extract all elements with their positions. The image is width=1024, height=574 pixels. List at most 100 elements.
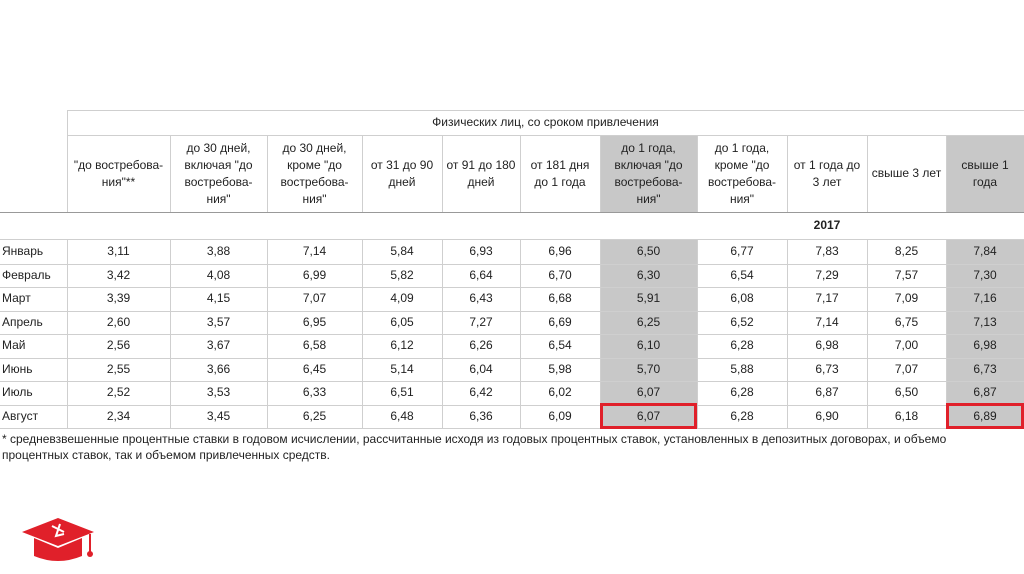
column-rule [67,110,68,212]
cell-value: 6,51 [390,385,414,400]
cell-value: 6,99 [302,267,327,282]
column-rule [697,135,698,212]
cell-value: 3,11 [107,244,130,259]
cell-value: 6,33 [302,385,327,400]
cell-value: 7,13 [973,314,997,329]
highlight-box [946,402,1024,429]
cell-value: 6,09 [548,408,572,423]
column-rule [442,135,443,212]
cell-value: 6,02 [548,385,572,400]
cell-value: 2,55 [106,361,131,376]
row-rule [0,334,1024,335]
cell-value: 6,77 [730,244,754,259]
cell-value: 6,95 [302,314,327,329]
row-rule [0,381,1024,382]
column-rule [362,239,363,428]
cell-value: 7,27 [469,314,493,329]
row-rule [0,310,1024,312]
cell-value: 3,67 [206,338,231,353]
rule [0,212,1024,213]
cell-value: 6,25 [302,408,327,423]
cell-value: 7,17 [815,291,839,306]
logo [22,518,94,561]
cell-value: 6,90 [815,408,839,423]
cell-value: 6,96 [548,244,572,259]
cell-value: 3,42 [106,267,131,282]
column-rule [867,135,868,212]
cell-value: 5,98 [548,361,572,376]
column-rule [267,135,268,212]
cell-value: 4,09 [390,291,414,306]
cell-value: 5,70 [636,361,661,376]
cell-value: 7,09 [894,291,919,306]
cell-value: 6,69 [548,314,572,329]
cell-value: 7,29 [815,267,839,282]
footnote: * средневзвешенные процентные ставки в г… [2,432,947,446]
cell-value: 5,88 [730,361,754,376]
cell-value: 7,07 [302,291,327,306]
cell-value: 3,53 [206,385,231,400]
cell-value: 7,14 [815,314,839,329]
cell-value: 3,39 [106,291,131,306]
cell-value: 5,91 [636,291,661,306]
column-header: от 1 года до 3 лет [793,157,861,189]
cell-value: 3,57 [206,314,231,329]
cell-value: 6,89 [973,408,997,423]
column-rule [520,135,521,212]
cell-value: 6,28 [730,408,754,423]
column-rule [697,239,698,428]
column-header: свыше 3 лет [871,166,942,180]
column-header: до 1 года, кроме "до востребова-ния" [707,140,777,206]
cell-value: 6,98 [973,338,997,353]
column-rule [946,239,947,428]
column-rule [520,239,521,428]
cell-value: 6,18 [894,408,919,423]
cell-value: 6,50 [636,244,661,259]
cell-value: 6,04 [469,361,493,376]
row-rule [0,404,1024,406]
cell-value: 6,50 [894,385,919,400]
cell-value: 6,87 [815,385,839,400]
column-rule [67,239,68,428]
cell-value: 8,25 [894,244,919,259]
row-label: Февраль [2,267,51,282]
cell-value: 3,88 [206,244,231,259]
column-rule [787,135,788,212]
column-rule [600,135,601,212]
cell-value: 6,28 [730,338,754,353]
cell-value: 7,00 [894,338,919,353]
cell-value: 2,60 [106,314,131,329]
row-label: Март [2,291,31,306]
row-label: Май [2,338,26,353]
row-label: Июнь [2,361,33,376]
cell-value: 6,93 [469,244,493,259]
cell-value: 5,82 [390,267,414,282]
cell-value: 6,42 [469,385,493,400]
column-header: до 30 дней, кроме "до востребова-ния" [280,140,349,206]
cell-value: 6,28 [730,385,754,400]
row-label: Апрель [2,314,43,329]
cell-value: 2,56 [106,338,131,353]
column-rule [787,239,788,428]
row-label: Июль [2,385,33,400]
highlight-box [600,402,697,429]
rule [0,239,1024,240]
cell-value: 7,16 [973,291,997,306]
row-rule [0,263,1024,265]
cell-value: 6,68 [548,291,572,306]
cell-value: 5,84 [390,244,414,259]
cell-value: 6,75 [894,314,919,329]
cell-value: 6,87 [973,385,997,400]
column-header: от 31 до 90 дней [370,157,434,189]
column-rule [867,239,868,428]
cell-value: 6,30 [636,267,661,282]
cell-value: 2,52 [106,385,131,400]
cell-value: 6,45 [302,361,327,376]
cell-value: 6,48 [390,408,414,423]
cell-value: 6,07 [636,408,661,423]
cell-value: 6,73 [973,361,997,376]
cell-value: 7,84 [973,244,997,259]
column-header: до 30 дней, включая "до востребова-ния" [184,140,253,206]
cell-value: 4,08 [206,267,231,282]
